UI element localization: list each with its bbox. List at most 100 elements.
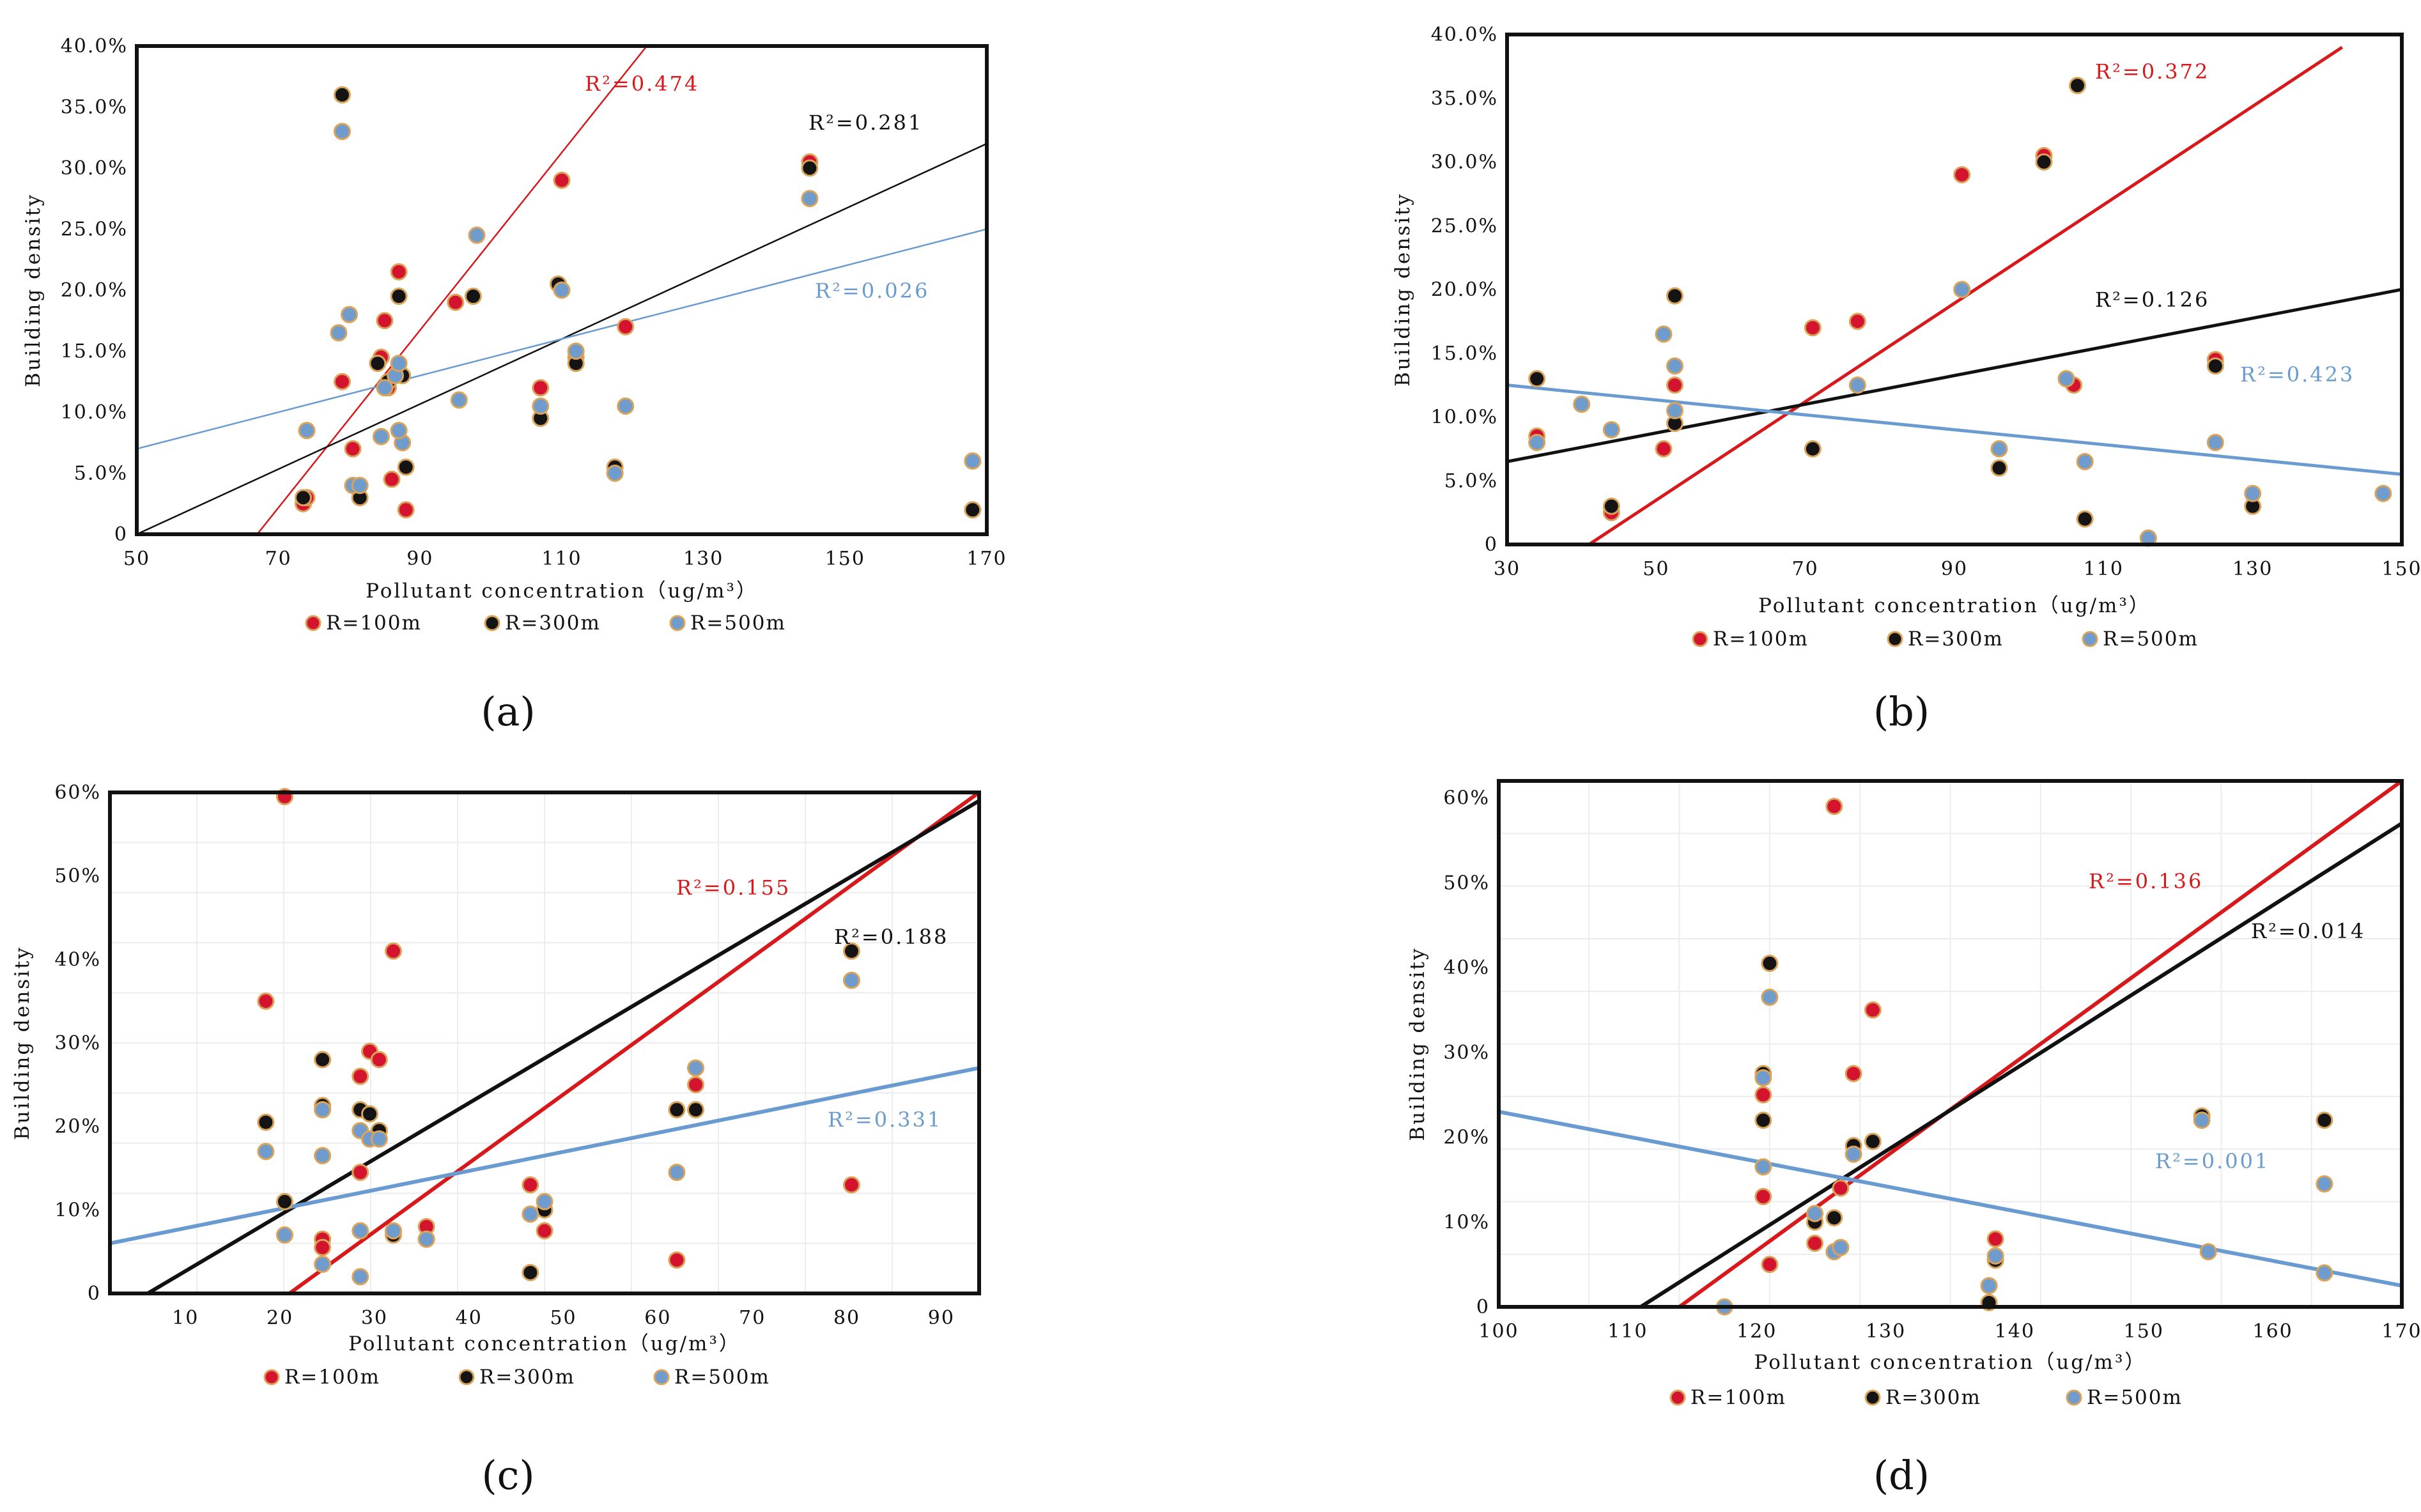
data-point-red: [376, 312, 394, 330]
legend-label: R=100m: [1690, 1386, 1786, 1409]
y-tick-label: 20.0%: [61, 279, 128, 302]
x-tick-label: 160: [2253, 1320, 2293, 1343]
y-tick-label: 30.0%: [1431, 151, 1498, 174]
data-point-blue: [1655, 325, 1673, 343]
data-point-blue: [553, 281, 571, 299]
data-point-blue: [2316, 1264, 2333, 1282]
data-point-red: [1832, 1179, 1850, 1197]
data-point-blue: [1602, 420, 1620, 438]
x-tick-label: 60: [644, 1307, 671, 1329]
legend-marker-red: [1669, 1389, 1686, 1406]
y-tick-label: 0: [1476, 1296, 1490, 1318]
y-tick-label: 15.0%: [1431, 343, 1498, 365]
legend-marker-blue: [669, 615, 686, 631]
data-point-blue: [2057, 370, 2075, 388]
data-point-blue: [314, 1146, 332, 1164]
data-point-black: [2206, 357, 2224, 375]
data-point-blue: [390, 422, 408, 440]
r2-label-black: R²=0.188: [834, 925, 948, 949]
legend-marker-black: [484, 615, 500, 631]
y-tick-label: 50%: [1443, 872, 1490, 894]
data-point-blue: [532, 397, 550, 415]
x-tick-label: 170: [966, 548, 1007, 570]
data-point-red: [1953, 166, 1971, 183]
data-point-black: [369, 355, 387, 373]
data-point-black: [257, 1113, 275, 1131]
trend-line-blue: [110, 1066, 979, 1246]
r2-label-red: R²=0.474: [585, 72, 699, 96]
data-point-blue: [687, 1059, 705, 1077]
x-tick-label: 150: [825, 548, 865, 570]
legend-marker-red: [1692, 631, 1708, 647]
y-tick-label: 50%: [54, 865, 101, 888]
y-tick-label: 40%: [1443, 957, 1490, 979]
data-point-red: [1754, 1187, 1772, 1205]
data-point-red: [1845, 1065, 1862, 1083]
data-point-red: [352, 1067, 369, 1085]
data-point-blue: [1953, 281, 1971, 298]
plot-frame: [135, 44, 989, 536]
data-point-red: [370, 1051, 388, 1068]
data-point-blue: [606, 465, 624, 482]
data-point-blue: [1806, 1205, 1824, 1223]
legend-marker-red: [305, 615, 321, 631]
data-point-red: [352, 1164, 369, 1182]
data-point-black: [1602, 497, 1620, 515]
data-point-black: [2076, 510, 2094, 528]
legend-marker-black: [1887, 631, 1903, 647]
data-point-black: [2035, 153, 2053, 171]
r2-label-blue: R²=0.026: [815, 279, 929, 303]
data-point-red: [397, 501, 415, 519]
data-point-red: [1848, 312, 1866, 330]
data-point-blue: [964, 452, 982, 470]
x-tick-label: 80: [833, 1307, 860, 1329]
legend-marker-blue: [2082, 631, 2098, 647]
data-point-blue: [330, 324, 348, 342]
data-point-blue: [2193, 1111, 2211, 1129]
trend-line-blue: [1507, 383, 2402, 476]
data-point-black: [464, 288, 482, 305]
y-tick-label: 10.0%: [61, 401, 128, 424]
data-point-black: [1825, 1209, 1843, 1227]
x-tick-label: 150: [2124, 1320, 2164, 1343]
data-point-blue: [390, 355, 408, 373]
x-tick-label: 70: [265, 548, 292, 570]
legend-label: R=100m: [326, 612, 422, 635]
x-tick-label: 120: [1736, 1320, 1777, 1343]
panel-label: (c): [481, 1452, 534, 1499]
y-tick-label: 0: [1485, 534, 1498, 556]
trend-line-red: [1678, 781, 2402, 1307]
data-point-blue: [1986, 1247, 2004, 1265]
y-tick-label: 0: [88, 1283, 101, 1305]
x-tick-label: 40: [456, 1307, 483, 1329]
trend-line-black: [1507, 288, 2402, 463]
data-point-black: [801, 159, 819, 177]
data-point-black: [1761, 954, 1779, 972]
r2-label-red: R²=0.155: [676, 876, 791, 900]
data-point-blue: [668, 1164, 686, 1182]
data-point-blue: [1980, 1277, 1998, 1295]
legend-label: R=300m: [1908, 628, 2004, 651]
r2-label-black: R²=0.126: [2095, 288, 2209, 312]
data-point-black: [964, 501, 982, 519]
data-point-red: [617, 318, 635, 336]
panel-label: (d): [1873, 1452, 1930, 1499]
legend-marker-black: [458, 1369, 475, 1385]
data-point-blue: [314, 1101, 332, 1119]
x-tick-label: 50: [1643, 558, 1669, 580]
data-point-blue: [333, 123, 351, 141]
data-point-red: [447, 293, 465, 311]
legend-marker-blue: [653, 1369, 670, 1385]
x-tick-label: 100: [1478, 1320, 1519, 1343]
data-point-red: [1864, 1001, 1882, 1019]
x-tick-label: 130: [1866, 1320, 1906, 1343]
data-point-blue: [1761, 988, 1779, 1006]
y-tick-label: 0: [114, 523, 128, 546]
data-point-red: [314, 1238, 332, 1256]
data-point-blue: [2244, 484, 2262, 502]
data-point-blue: [567, 343, 585, 360]
data-point-red: [383, 470, 401, 488]
data-point-red: [384, 942, 402, 960]
data-point-blue: [1754, 1158, 1772, 1176]
data-point-red: [1655, 440, 1673, 458]
